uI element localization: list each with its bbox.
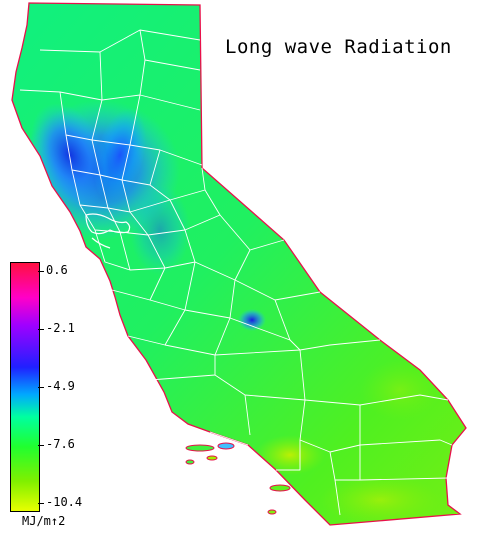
scale-units: MJ/m↑2 [22, 514, 66, 528]
scale-tick-3 [38, 445, 44, 446]
county-borders [19, 29, 453, 516]
scale-label-0: 0.6 [46, 263, 68, 277]
color-scale-bar [10, 262, 40, 512]
channel-islands [185, 442, 291, 515]
map-title: Long wave Radiation [225, 36, 452, 58]
scale-tick-2 [38, 387, 44, 388]
bay-area-outline [85, 213, 131, 249]
scale-tick-4 [38, 503, 44, 504]
scale-label-4: -10.4 [46, 495, 83, 509]
scale-label-1: -2.1 [46, 321, 75, 335]
scale-label-2: -4.9 [46, 379, 75, 393]
scale-tick-1 [38, 329, 44, 330]
scale-tick-0 [38, 271, 44, 272]
scale-label-3: -7.6 [46, 437, 75, 451]
